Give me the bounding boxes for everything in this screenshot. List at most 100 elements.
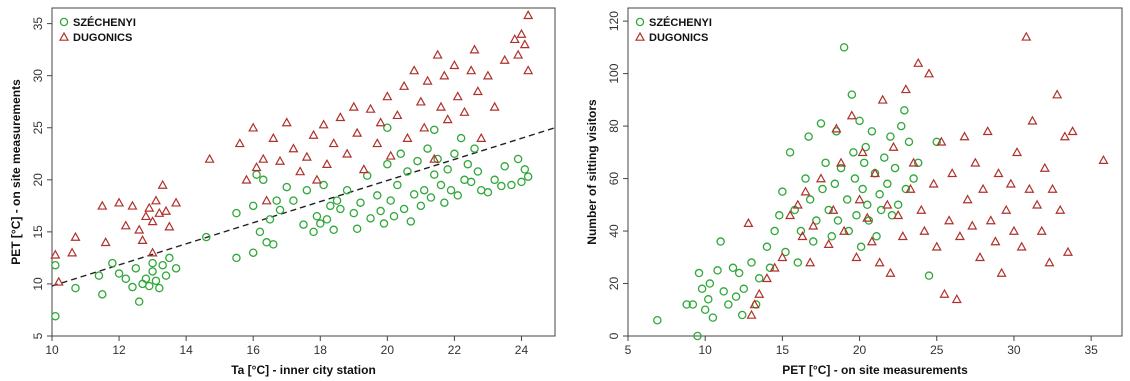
data-point-dugonics	[204, 153, 215, 163]
data-point-dugonics	[466, 65, 477, 75]
data-point-szechenyi	[232, 253, 241, 263]
data-point-szechenyi	[904, 137, 914, 147]
data-point-dugonics	[150, 195, 161, 205]
data-point-dugonics	[996, 267, 1007, 277]
data-point-szechenyi	[909, 174, 918, 183]
right-x-tick-label: 35	[1084, 343, 1098, 357]
data-point-szechenyi	[329, 225, 338, 235]
data-point-szechenyi	[833, 216, 843, 225]
data-point-szechenyi	[148, 267, 157, 276]
data-point-dugonics	[429, 153, 440, 163]
data-point-szechenyi	[252, 170, 261, 179]
data-point-szechenyi	[342, 185, 352, 195]
data-point-dugonics	[869, 168, 881, 178]
data-point-dugonics	[100, 237, 111, 247]
data-point-dugonics	[959, 131, 970, 141]
data-point-szechenyi	[383, 159, 392, 169]
data-point-dugonics	[985, 215, 996, 225]
data-point-szechenyi	[148, 258, 157, 268]
data-point-szechenyi	[94, 271, 104, 280]
data-point-szechenyi	[747, 258, 756, 267]
data-point-szechenyi	[443, 165, 452, 174]
data-point-szechenyi	[161, 271, 171, 280]
data-point-szechenyi	[299, 220, 308, 229]
data-point-szechenyi	[373, 191, 382, 200]
data-point-szechenyi	[896, 121, 906, 131]
data-point-dugonics	[499, 54, 510, 64]
data-point-szechenyi	[409, 190, 419, 199]
data-point-szechenyi	[893, 200, 903, 210]
data-point-szechenyi	[158, 260, 167, 270]
data-point-szechenyi	[51, 260, 60, 270]
data-point-dugonics	[308, 129, 319, 139]
data-point-dugonics	[928, 178, 939, 188]
data-point-dugonics	[365, 103, 376, 113]
data-point-szechenyi	[697, 284, 707, 294]
data-point-dugonics	[251, 162, 262, 172]
data-point-szechenyi	[867, 127, 877, 136]
data-point-szechenyi	[319, 180, 328, 190]
data-point-szechenyi	[734, 268, 744, 278]
legend-label-szechenyi: SZÉCHENYI	[649, 16, 712, 29]
data-point-szechenyi	[694, 268, 704, 278]
data-point-dugonics	[301, 151, 312, 161]
data-point-szechenyi	[446, 185, 456, 195]
data-point-szechenyi	[463, 159, 473, 169]
data-point-dugonics	[489, 101, 500, 111]
data-point-szechenyi	[248, 201, 258, 211]
data-point-dugonics	[435, 101, 447, 111]
data-point-szechenyi	[165, 253, 174, 263]
data-point-szechenyi	[849, 148, 858, 157]
data-point-szechenyi	[900, 106, 909, 115]
left-y-axis-title: PET [°C] - on site measurements	[9, 79, 23, 265]
data-point-dugonics	[839, 225, 850, 235]
data-point-szechenyi	[51, 311, 60, 321]
data-point-szechenyi	[269, 240, 278, 249]
data-point-szechenyi	[393, 180, 402, 190]
right-series-dugonics	[743, 31, 1109, 319]
right-y-tick-label: 0	[607, 332, 621, 339]
data-point-szechenyi	[255, 227, 265, 237]
data-point-dugonics	[459, 106, 470, 116]
data-point-szechenyi	[336, 204, 345, 214]
data-point-dugonics	[967, 220, 978, 230]
left-x-tick-label: 22	[448, 343, 462, 357]
data-point-szechenyi	[858, 184, 867, 194]
data-point-dugonics	[513, 49, 524, 59]
data-point-szechenyi	[419, 185, 429, 195]
data-point-szechenyi	[507, 180, 516, 190]
data-point-szechenyi	[430, 170, 439, 179]
data-point-szechenyi	[704, 295, 713, 304]
data-point-dugonics	[831, 123, 842, 133]
data-point-szechenyi	[754, 274, 764, 283]
data-point-dugonics	[432, 49, 443, 59]
data-point-dugonics	[509, 34, 520, 44]
right-plot-frame	[627, 7, 1123, 337]
data-point-szechenyi	[804, 132, 813, 141]
left-x-tick-label: 12	[112, 343, 126, 357]
right-chart: 5 10 15 20 25 30 35 0 20 40 60 80 100 120 PET [°C] - o…	[585, 7, 1123, 377]
data-point-szechenyi	[376, 206, 385, 216]
data-point-dugonics	[50, 249, 61, 259]
legend-marker-dugonics	[58, 31, 70, 41]
right-x-tick-label: 20	[853, 343, 867, 357]
data-point-dugonics	[836, 157, 847, 167]
data-point-szechenyi	[322, 215, 332, 224]
data-point-szechenyi	[366, 214, 375, 223]
data-point-dugonics	[885, 267, 896, 277]
data-point-dugonics	[318, 119, 329, 129]
data-point-szechenyi	[728, 263, 738, 273]
data-point-szechenyi	[349, 208, 359, 218]
data-point-dugonics	[415, 96, 426, 106]
left-x-tick-label: 16	[247, 343, 261, 357]
data-point-szechenyi	[861, 142, 870, 152]
data-point-dugonics	[114, 197, 125, 207]
data-point-dugonics	[275, 155, 286, 165]
left-legend: SZÉCHENYI DUGONICS	[58, 16, 136, 44]
data-point-szechenyi	[705, 279, 715, 288]
data-point-dugonics	[452, 91, 463, 101]
legend-marker-szechenyi	[635, 17, 645, 27]
data-point-szechenyi	[108, 258, 117, 268]
data-point-dugonics	[1098, 154, 1109, 164]
